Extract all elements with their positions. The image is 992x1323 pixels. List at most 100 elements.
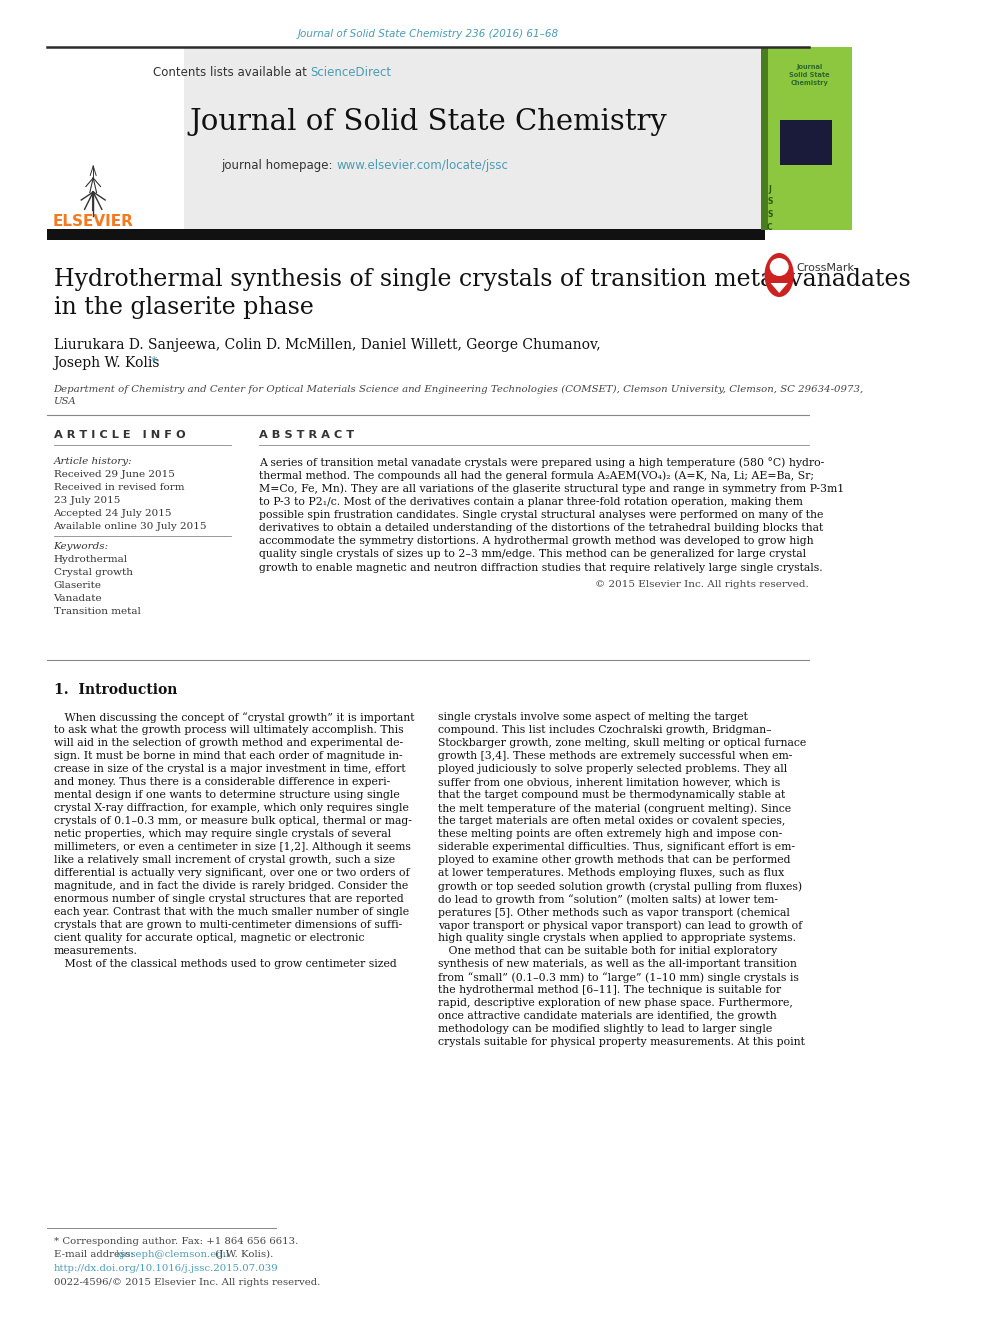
Text: www.elsevier.com/locate/jssc: www.elsevier.com/locate/jssc bbox=[336, 159, 509, 172]
Text: to P-3 to P2₁/c. Most of the derivatives contain a planar three-fold rotation op: to P-3 to P2₁/c. Most of the derivatives… bbox=[259, 496, 803, 507]
Text: measurements.: measurements. bbox=[54, 946, 137, 957]
Text: growth [3,4]. These methods are extremely successful when em-: growth [3,4]. These methods are extremel… bbox=[438, 751, 793, 761]
Text: growth or top seeded solution growth (crystal pulling from fluxes): growth or top seeded solution growth (cr… bbox=[438, 881, 803, 892]
Text: quality single crystals of sizes up to 2–3 mm/edge. This method can be generaliz: quality single crystals of sizes up to 2… bbox=[259, 549, 806, 560]
Bar bbox=[761, 48, 852, 230]
Text: these melting points are often extremely high and impose con-: these melting points are often extremely… bbox=[438, 830, 783, 839]
Text: synthesis of new materials, as well as the all-important transition: synthesis of new materials, as well as t… bbox=[438, 959, 798, 968]
Text: each year. Contrast that with the much smaller number of single: each year. Contrast that with the much s… bbox=[54, 908, 409, 917]
Text: Accepted 24 July 2015: Accepted 24 July 2015 bbox=[54, 509, 172, 519]
Text: Contents lists available at: Contents lists available at bbox=[153, 66, 310, 78]
Bar bbox=[48, 229, 766, 239]
Text: A series of transition metal vanadate crystals were prepared using a high temper: A series of transition metal vanadate cr… bbox=[259, 456, 824, 468]
Text: *: * bbox=[151, 356, 158, 369]
Bar bbox=[780, 120, 832, 165]
Text: Available online 30 July 2015: Available online 30 July 2015 bbox=[54, 523, 207, 531]
Text: Crystal growth: Crystal growth bbox=[54, 568, 133, 577]
Text: will aid in the selection of growth method and experimental de-: will aid in the selection of growth meth… bbox=[54, 738, 403, 747]
Text: vapor transport or physical vapor transport) can lead to growth of: vapor transport or physical vapor transp… bbox=[438, 919, 803, 930]
Text: ScienceDirect: ScienceDirect bbox=[310, 66, 392, 78]
Text: the melt temperature of the material (congruent melting). Since: the melt temperature of the material (co… bbox=[438, 803, 792, 814]
Text: crystal X-ray diffraction, for example, which only requires single: crystal X-ray diffraction, for example, … bbox=[54, 803, 409, 814]
Text: Joseph W. Kolis: Joseph W. Kolis bbox=[54, 356, 160, 370]
Text: Vanadate: Vanadate bbox=[54, 594, 102, 603]
Text: ELSEVIER: ELSEVIER bbox=[53, 214, 134, 229]
Text: methodology can be modified slightly to lead to larger single: methodology can be modified slightly to … bbox=[438, 1024, 773, 1035]
Text: M=Co, Fe, Mn). They are all variations of the glaserite structural type and rang: M=Co, Fe, Mn). They are all variations o… bbox=[259, 483, 844, 493]
Text: do lead to growth from “solution” (molten salts) at lower tem-: do lead to growth from “solution” (molte… bbox=[438, 894, 779, 905]
Text: Received 29 June 2015: Received 29 June 2015 bbox=[54, 470, 175, 479]
Bar bbox=[761, 48, 768, 230]
Text: Department of Chemistry and Center for Optical Materials Science and Engineering: Department of Chemistry and Center for O… bbox=[54, 385, 864, 394]
Text: cient quality for accurate optical, magnetic or electronic: cient quality for accurate optical, magn… bbox=[54, 933, 364, 943]
Text: J
S
S
C: J S S C bbox=[767, 185, 773, 232]
Text: Transition metal: Transition metal bbox=[54, 607, 141, 617]
Text: Stockbarger growth, zone melting, skull melting or optical furnace: Stockbarger growth, zone melting, skull … bbox=[438, 738, 806, 747]
Text: single crystals involve some aspect of melting the target: single crystals involve some aspect of m… bbox=[438, 712, 748, 722]
Text: Journal of Solid State Chemistry 236 (2016) 61–68: Journal of Solid State Chemistry 236 (20… bbox=[298, 29, 558, 38]
Text: rapid, descriptive exploration of new phase space. Furthermore,: rapid, descriptive exploration of new ph… bbox=[438, 998, 794, 1008]
Text: crease in size of the crystal is a major investment in time, effort: crease in size of the crystal is a major… bbox=[54, 763, 405, 774]
Text: 0022-4596/© 2015 Elsevier Inc. All rights reserved.: 0022-4596/© 2015 Elsevier Inc. All right… bbox=[54, 1278, 319, 1287]
Text: magnitude, and in fact the divide is rarely bridged. Consider the: magnitude, and in fact the divide is rar… bbox=[54, 881, 408, 890]
Bar bbox=[48, 48, 766, 230]
Text: sign. It must be borne in mind that each order of magnitude in-: sign. It must be borne in mind that each… bbox=[54, 751, 402, 761]
Text: possible spin frustration candidates. Single crystal structural analyses were pe: possible spin frustration candidates. Si… bbox=[259, 509, 823, 520]
Text: © 2015 Elsevier Inc. All rights reserved.: © 2015 Elsevier Inc. All rights reserved… bbox=[595, 579, 808, 589]
Text: Journal of Solid State Chemistry: Journal of Solid State Chemistry bbox=[189, 108, 667, 136]
Text: siderable experimental difficulties. Thus, significant effort is em-: siderable experimental difficulties. Thu… bbox=[438, 841, 796, 852]
Text: * Corresponding author. Fax: +1 864 656 6613.: * Corresponding author. Fax: +1 864 656 … bbox=[54, 1237, 298, 1246]
Text: One method that can be suitable both for initial exploratory: One method that can be suitable both for… bbox=[438, 946, 778, 957]
Text: crystals of 0.1–0.3 mm, or measure bulk optical, thermal or mag-: crystals of 0.1–0.3 mm, or measure bulk … bbox=[54, 816, 412, 826]
Text: Most of the classical methods used to grow centimeter sized: Most of the classical methods used to gr… bbox=[54, 959, 396, 968]
Text: suffer from one obvious, inherent limitation however, which is: suffer from one obvious, inherent limita… bbox=[438, 777, 781, 787]
Text: Received in revised form: Received in revised form bbox=[54, 483, 184, 492]
Text: ployed to examine other growth methods that can be performed: ployed to examine other growth methods t… bbox=[438, 855, 791, 865]
Text: Glaserite: Glaserite bbox=[54, 581, 101, 590]
Text: accommodate the symmetry distortions. A hydrothermal growth method was developed: accommodate the symmetry distortions. A … bbox=[259, 536, 813, 546]
Text: A B S T R A C T: A B S T R A C T bbox=[259, 430, 354, 441]
Text: differential is actually very significant, over one or two orders of: differential is actually very significan… bbox=[54, 868, 409, 878]
Text: growth to enable magnetic and neutron diffraction studies that require relativel: growth to enable magnetic and neutron di… bbox=[259, 562, 822, 573]
Text: Hydrothermal synthesis of single crystals of transition metal vanadates: Hydrothermal synthesis of single crystal… bbox=[54, 269, 911, 291]
Text: the target materials are often metal oxides or covalent species,: the target materials are often metal oxi… bbox=[438, 816, 786, 826]
Bar bbox=[48, 48, 184, 230]
Text: E-mail address:: E-mail address: bbox=[54, 1250, 137, 1259]
Text: Article history:: Article history: bbox=[54, 456, 132, 466]
Text: like a relatively small increment of crystal growth, such a size: like a relatively small increment of cry… bbox=[54, 855, 395, 865]
Text: Keywords:: Keywords: bbox=[54, 542, 109, 550]
Text: CrossMark: CrossMark bbox=[797, 263, 854, 273]
Text: USA: USA bbox=[54, 397, 76, 406]
Text: from “small” (0.1–0.3 mm) to “large” (1–10 mm) single crystals is: from “small” (0.1–0.3 mm) to “large” (1–… bbox=[438, 972, 800, 983]
Text: journal homepage:: journal homepage: bbox=[221, 159, 336, 172]
Text: and money. Thus there is a considerable difference in experi-: and money. Thus there is a considerable … bbox=[54, 777, 390, 787]
Text: compound. This list includes Czochralski growth, Bridgman–: compound. This list includes Czochralski… bbox=[438, 725, 772, 736]
Text: once attractive candidate materials are identified, the growth: once attractive candidate materials are … bbox=[438, 1011, 777, 1021]
Text: netic properties, which may require single crystals of several: netic properties, which may require sing… bbox=[54, 830, 391, 839]
Text: high quality single crystals when applied to appropriate systems.: high quality single crystals when applie… bbox=[438, 933, 797, 943]
Text: mental design if one wants to determine structure using single: mental design if one wants to determine … bbox=[54, 790, 399, 800]
Ellipse shape bbox=[770, 258, 789, 277]
Text: Hydrothermal: Hydrothermal bbox=[54, 556, 128, 564]
Text: http://dx.doi.org/10.1016/j.jssc.2015.07.039: http://dx.doi.org/10.1016/j.jssc.2015.07… bbox=[54, 1263, 278, 1273]
Ellipse shape bbox=[765, 253, 794, 296]
Text: to ask what the growth process will ultimately accomplish. This: to ask what the growth process will ulti… bbox=[54, 725, 403, 736]
Text: the hydrothermal method [6–11]. The technique is suitable for: the hydrothermal method [6–11]. The tech… bbox=[438, 986, 782, 995]
Text: enormous number of single crystal structures that are reported: enormous number of single crystal struct… bbox=[54, 894, 404, 904]
Text: kjoseph@clemson.edu: kjoseph@clemson.edu bbox=[116, 1250, 230, 1259]
Text: peratures [5]. Other methods such as vapor transport (chemical: peratures [5]. Other methods such as vap… bbox=[438, 908, 791, 918]
Text: 1.  Introduction: 1. Introduction bbox=[54, 683, 177, 697]
Text: derivatives to obtain a detailed understanding of the distortions of the tetrahe: derivatives to obtain a detailed underst… bbox=[259, 523, 823, 533]
Text: ployed judiciously to solve properly selected problems. They all: ployed judiciously to solve properly sel… bbox=[438, 763, 788, 774]
Text: (J.W. Kolis).: (J.W. Kolis). bbox=[212, 1250, 274, 1259]
Text: A R T I C L E   I N F O: A R T I C L E I N F O bbox=[54, 430, 186, 441]
Text: When discussing the concept of “crystal growth” it is important: When discussing the concept of “crystal … bbox=[54, 712, 414, 722]
Text: Journal
Solid State
Chemistry: Journal Solid State Chemistry bbox=[789, 64, 829, 86]
Text: at lower temperatures. Methods employing fluxes, such as flux: at lower temperatures. Methods employing… bbox=[438, 868, 785, 878]
Text: crystals that are grown to multi-centimeter dimensions of suffi-: crystals that are grown to multi-centime… bbox=[54, 919, 402, 930]
Text: that the target compound must be thermodynamically stable at: that the target compound must be thermod… bbox=[438, 790, 786, 800]
Text: 23 July 2015: 23 July 2015 bbox=[54, 496, 120, 505]
Text: crystals suitable for physical property measurements. At this point: crystals suitable for physical property … bbox=[438, 1037, 806, 1046]
Text: millimeters, or even a centimeter in size [1,2]. Although it seems: millimeters, or even a centimeter in siz… bbox=[54, 841, 411, 852]
Text: thermal method. The compounds all had the general formula A₂AEM(VO₄)₂ (A=K, Na, : thermal method. The compounds all had th… bbox=[259, 470, 813, 480]
